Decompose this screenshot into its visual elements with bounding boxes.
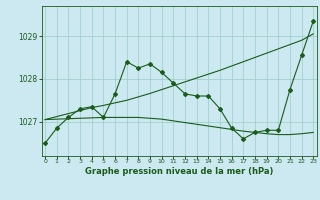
- X-axis label: Graphe pression niveau de la mer (hPa): Graphe pression niveau de la mer (hPa): [85, 167, 273, 176]
